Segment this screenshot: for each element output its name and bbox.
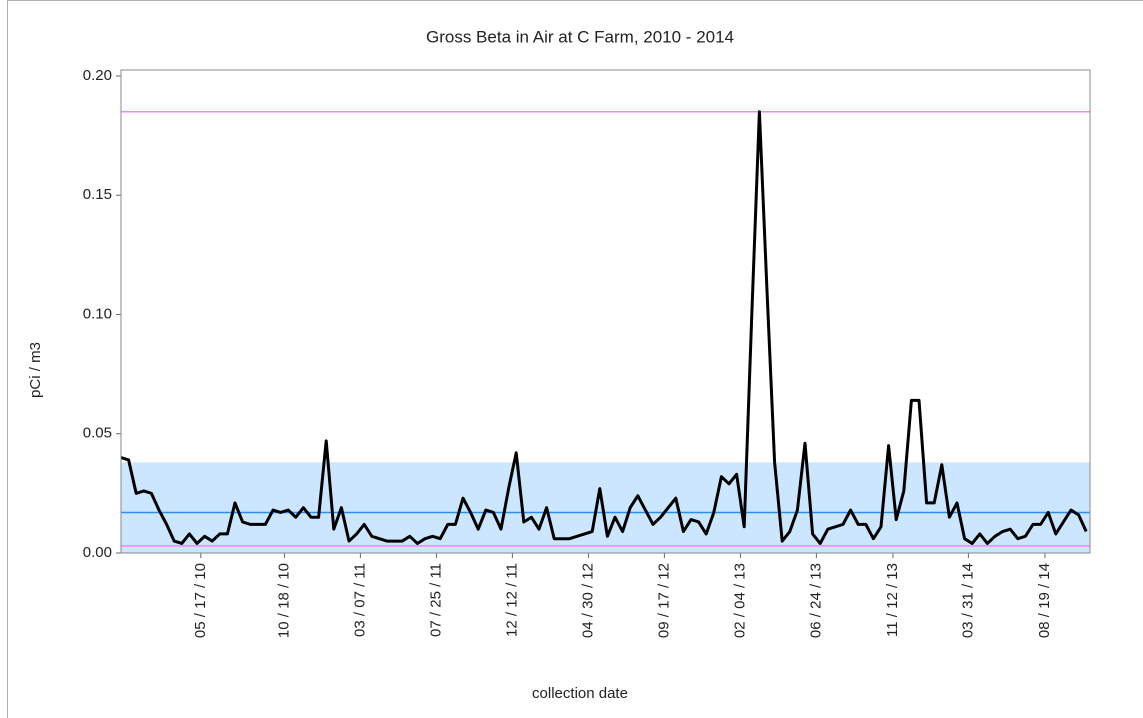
plot-frame xyxy=(120,69,1091,554)
x-tick-label: 07 / 25 / 11 xyxy=(427,563,444,637)
x-tick-label: 03 / 31 / 14 xyxy=(959,563,976,638)
y-tick-label: 0.15 xyxy=(83,186,112,203)
y-tick-label: 0.10 xyxy=(83,305,112,322)
x-tick-label: 11 / 12 / 13 xyxy=(884,563,901,637)
y-tick-label: 0.05 xyxy=(83,425,112,442)
x-tick-label: 06 / 24 / 13 xyxy=(807,563,824,638)
x-tick-label: 04 / 30 / 12 xyxy=(579,563,596,638)
x-tick-label: 10 / 18 / 10 xyxy=(275,563,292,638)
x-tick-label: 02 / 04 / 13 xyxy=(731,563,748,638)
x-tick-label: 09 / 17 / 12 xyxy=(655,563,672,638)
x-tick-label: 12 / 12 / 11 xyxy=(503,563,520,637)
chart-title: Gross Beta in Air at C Farm, 2010 - 2014 xyxy=(426,27,734,46)
y-tick-label: 0.00 xyxy=(83,544,112,561)
x-tick-label: 05 / 17 / 10 xyxy=(192,563,209,638)
band xyxy=(121,462,1090,553)
x-tick-label: 03 / 07 / 11 xyxy=(351,563,368,637)
x-axis-label: collection date xyxy=(532,685,628,702)
y-tick-label: 0.20 xyxy=(83,67,112,84)
data-line xyxy=(120,110,1088,545)
y-axis-label: pCi / m3 xyxy=(27,342,44,398)
frame xyxy=(7,0,1143,718)
x-tick-label: 08 / 19 / 14 xyxy=(1036,563,1053,638)
